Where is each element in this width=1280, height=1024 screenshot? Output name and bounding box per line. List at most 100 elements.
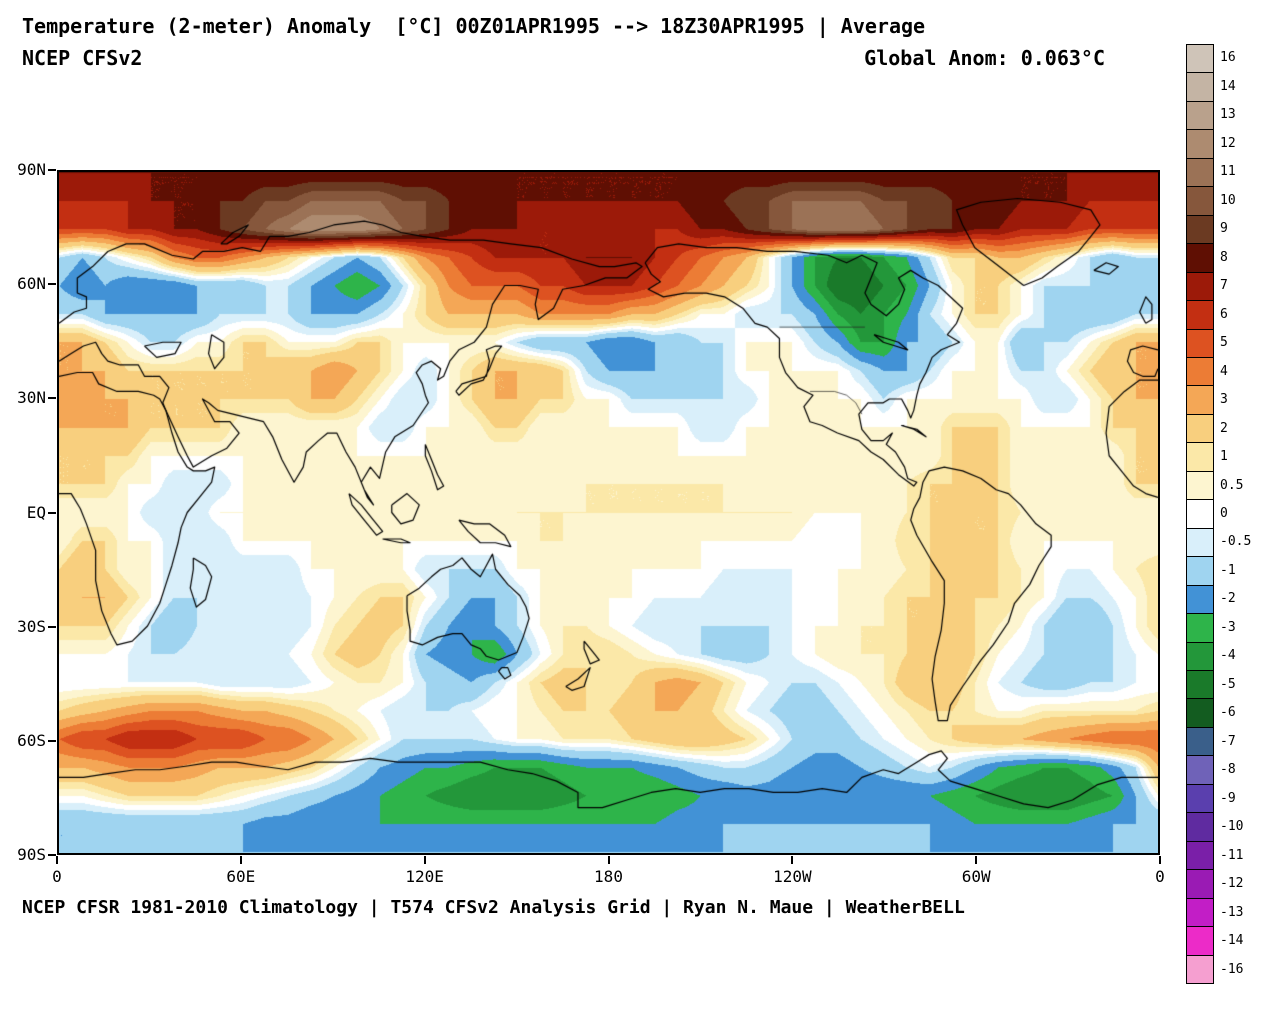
colorbar-cell: [1187, 556, 1213, 585]
lat-tick: [48, 511, 56, 514]
credit-line: NCEP CFSR 1981-2010 Climatology | T574 C…: [22, 897, 965, 918]
colorbar-cell: [1187, 129, 1213, 158]
colorbar-cell: [1187, 300, 1213, 329]
colorbar-cell: [1187, 613, 1213, 642]
colorbar-cell: [1187, 669, 1213, 699]
colorbar-tick-label: 8: [1220, 249, 1228, 265]
colorbar-tick-label: 2: [1220, 420, 1228, 436]
colorbar-tick-label: -13: [1220, 904, 1244, 920]
colorbar-tick-label: -3: [1220, 619, 1236, 635]
colorbar-cell: [1187, 470, 1213, 500]
colorbar-tick-label: 3: [1220, 392, 1228, 408]
colorbar-tick-label: -0.5: [1220, 534, 1252, 550]
lat-axis-label: 90N: [17, 160, 46, 179]
colorbar-tick-label: 9: [1220, 221, 1228, 237]
colorbar-labels: 16 14 13 12 11 10 9 8 7 6 5 4 3 2 1 0.5 0 -0.5 -1 -2 -3 -4 -5 -…: [1220, 44, 1266, 984]
lon-tick: [239, 856, 242, 864]
colorbar-tick-label: -7: [1220, 733, 1236, 749]
lon-axis-label: 120E: [405, 867, 444, 886]
lon-tick: [56, 856, 58, 864]
colorbar-tick-label: -12: [1220, 876, 1244, 892]
colorbar-cell: [1187, 157, 1213, 187]
colorbar-tick-label: -14: [1220, 933, 1244, 949]
colorbar-cell: [1187, 100, 1213, 130]
colorbar-tick-label: 11: [1220, 164, 1236, 180]
lat-axis-label: EQ: [26, 502, 46, 522]
colorbar-tick-label: -16: [1220, 961, 1244, 977]
colorbar-tick-label: 1: [1220, 449, 1228, 465]
colorbar-cell: [1187, 926, 1213, 955]
colorbar-tick-label: -1: [1220, 562, 1236, 578]
colorbar-tick-label: -11: [1220, 847, 1244, 863]
colorbar-cell: [1187, 812, 1213, 841]
colorbar-cell: [1187, 186, 1213, 215]
colorbar-tick-label: 4: [1220, 363, 1228, 379]
lat-axis-label: 30N: [17, 388, 46, 408]
lat-tick: [48, 397, 56, 400]
colorbar-cell: [1187, 869, 1213, 898]
colorbar-tick-label: 7: [1220, 278, 1228, 294]
lat-tick: [48, 854, 56, 856]
model-label: NCEP CFSv2: [22, 46, 143, 70]
colorbar-tick-label: -5: [1220, 676, 1236, 692]
lat-tick: [48, 283, 56, 286]
colorbar-tick-label: 0: [1220, 506, 1228, 521]
colorbar-cell: [1187, 499, 1213, 528]
colorbar-cell: [1187, 413, 1213, 443]
global-anomaly-value: Global Anom: 0.063°C: [864, 46, 1105, 70]
colorbar-cell: [1187, 840, 1213, 870]
lon-tick: [1159, 856, 1161, 864]
lat-tick: [48, 625, 56, 628]
colorbar-cell: [1187, 442, 1213, 471]
colorbar-cell: [1187, 45, 1213, 73]
colorbar-cell: [1187, 641, 1213, 670]
anomaly-field-canvas: [59, 172, 1158, 853]
lat-axis-label: 30S: [17, 616, 46, 636]
lon-tick: [607, 856, 610, 864]
colorbar-cell: [1187, 726, 1213, 756]
colorbar-cell: [1187, 243, 1213, 272]
lat-axis-label: 60S: [17, 730, 46, 750]
colorbar-cell: [1187, 385, 1213, 414]
lon-axis-label: 0: [1155, 867, 1165, 886]
map-plot-area: [57, 170, 1160, 855]
colorbar-cell: [1187, 214, 1213, 244]
page-title: Temperature (2-meter) Anomaly [°C] 00Z01…: [22, 14, 926, 38]
lon-axis-label: 60W: [961, 867, 991, 886]
colorbar-tick-label: 13: [1220, 107, 1236, 123]
lon-axis-label: 0: [52, 867, 62, 886]
colorbar-cell: [1187, 954, 1213, 983]
colorbar-tick-label: -10: [1220, 819, 1244, 835]
colorbar-cell: [1187, 584, 1213, 614]
colorbar-tick-label: 0.5: [1220, 477, 1244, 493]
colorbar-cell: [1187, 72, 1213, 101]
colorbar-cell: [1187, 356, 1213, 386]
colorbar-tick-label: -4: [1220, 648, 1236, 664]
colorbar-cell: [1187, 527, 1213, 557]
colorbar: [1186, 44, 1214, 984]
colorbar-tick-label: 16: [1220, 50, 1236, 66]
lat-axis-label: 60N: [17, 274, 46, 294]
colorbar-tick-label: 6: [1220, 306, 1228, 322]
lon-tick: [423, 856, 426, 864]
colorbar-tick-label: 10: [1220, 192, 1236, 208]
colorbar-cell: [1187, 755, 1213, 784]
lat-axis-label: 90S: [17, 845, 46, 864]
colorbar-tick-label: -8: [1220, 762, 1236, 778]
colorbar-tick-label: -2: [1220, 591, 1236, 607]
colorbar-tick-label: -6: [1220, 705, 1236, 721]
lon-axis-label: 60E: [226, 867, 256, 886]
colorbar-tick-label: 5: [1220, 335, 1228, 351]
lat-tick: [48, 169, 56, 171]
colorbar-tick-label: 12: [1220, 135, 1236, 151]
colorbar-tick-label: 14: [1220, 78, 1236, 94]
colorbar-cell: [1187, 328, 1213, 357]
lon-axis-label: 180: [594, 867, 623, 886]
lon-axis-label: 120W: [773, 867, 812, 886]
colorbar-cell: [1187, 783, 1213, 813]
colorbar-cell: [1187, 897, 1213, 927]
lat-tick: [48, 739, 56, 742]
colorbar-tick-label: -9: [1220, 790, 1236, 806]
lon-tick: [791, 856, 794, 864]
